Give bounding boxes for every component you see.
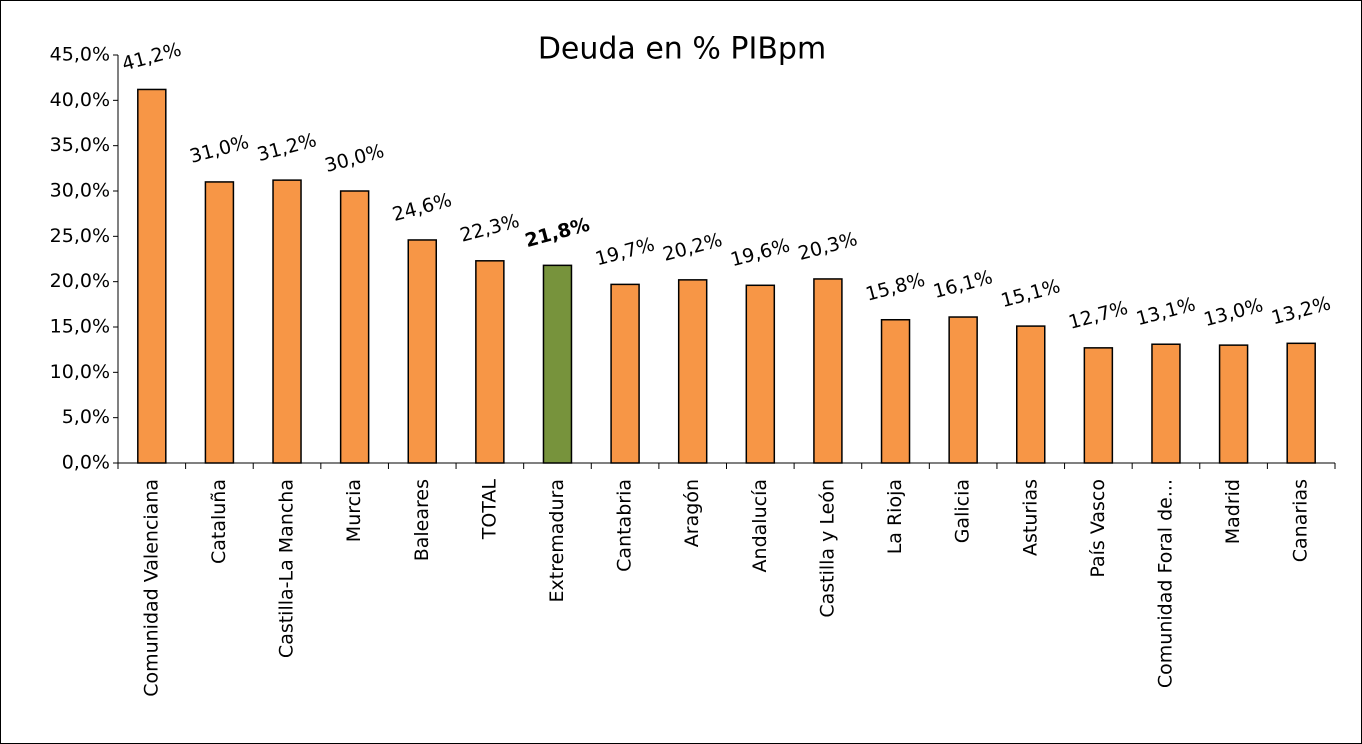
x-tick-label: Comunidad Valenciana bbox=[140, 479, 162, 697]
bar bbox=[1286, 342, 1316, 464]
bar bbox=[1016, 325, 1046, 464]
x-tick-label: Asturias bbox=[1019, 479, 1041, 556]
bar bbox=[745, 284, 776, 464]
y-tick-label: 45,0% bbox=[50, 44, 110, 66]
bar bbox=[677, 279, 708, 464]
x-tick-label: Murcia bbox=[343, 479, 365, 542]
bar bbox=[204, 181, 235, 464]
x-tick-label: Castilla-La Mancha bbox=[276, 479, 298, 658]
x-tick-label: Galicia bbox=[952, 479, 974, 543]
bar bbox=[137, 88, 167, 464]
x-tick-label: Castilla y León bbox=[816, 479, 838, 618]
y-tick-label: 20,0% bbox=[50, 270, 110, 292]
bar bbox=[880, 318, 911, 464]
x-tick-label: Canarias bbox=[1290, 479, 1312, 562]
y-tick-label: 40,0% bbox=[50, 89, 110, 111]
x-tick-label: Cataluña bbox=[208, 479, 230, 564]
bar bbox=[610, 283, 640, 464]
y-tick-label: 0,0% bbox=[62, 452, 110, 474]
bar bbox=[1083, 347, 1114, 464]
y-tick-label: 30,0% bbox=[50, 180, 110, 202]
bar bbox=[813, 278, 843, 464]
chart-title: Deuda en % PIBpm bbox=[538, 32, 826, 67]
x-tick-label: TOTAL bbox=[478, 479, 500, 541]
bar bbox=[948, 316, 978, 464]
y-tick-label: 35,0% bbox=[50, 134, 110, 156]
x-tick-label: Madrid bbox=[1222, 479, 1244, 544]
y-tick-label: 25,0% bbox=[50, 225, 110, 247]
y-tick-label: 10,0% bbox=[50, 361, 110, 383]
x-tick-label: Aragón bbox=[681, 479, 703, 547]
bar bbox=[542, 264, 573, 464]
bar bbox=[339, 190, 370, 464]
x-tick-label: Extremadura bbox=[546, 479, 568, 603]
y-tick-label: 5,0% bbox=[62, 406, 110, 428]
bar bbox=[1218, 344, 1249, 464]
bar bbox=[272, 179, 302, 464]
x-tick-label: La Rioja bbox=[884, 479, 906, 554]
x-tick-label: Comunidad Foral de... bbox=[1154, 479, 1176, 688]
bar bbox=[475, 260, 505, 464]
y-tick-label: 15,0% bbox=[50, 316, 110, 338]
bar bbox=[1151, 343, 1181, 464]
x-tick-label: Cantabria bbox=[614, 479, 636, 572]
x-tick-label: Andalucía bbox=[749, 479, 771, 572]
x-tick-label: Baleares bbox=[411, 479, 433, 561]
x-tick-label: País Vasco bbox=[1087, 479, 1109, 578]
bar bbox=[407, 239, 437, 464]
